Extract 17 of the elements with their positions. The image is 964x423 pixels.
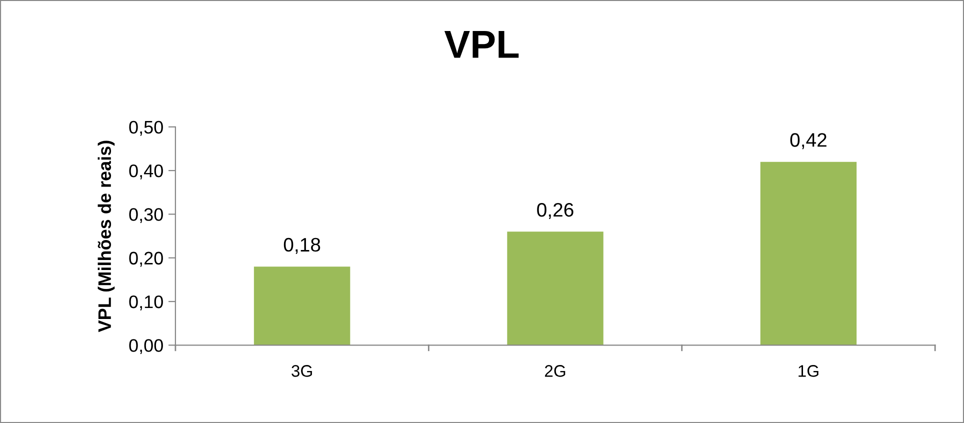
y-tick-label: 0,50: [129, 120, 163, 136]
y-tick-label: 0,30: [129, 208, 163, 224]
x-tick-label: 2G: [544, 365, 566, 377]
bar: [254, 266, 350, 346]
y-tick-label: 0,10: [129, 295, 163, 310]
bar: [507, 232, 604, 346]
y-tick-label: 0,40: [129, 164, 163, 180]
y-tick-label: 0,00: [129, 339, 163, 354]
x-tick-label: 3G: [292, 365, 312, 377]
bar: [760, 162, 857, 346]
y-axis-title: VPL (Milhões de reais): [98, 140, 115, 332]
data-label: 0,18: [284, 238, 320, 254]
data-label: 0,42: [790, 133, 826, 150]
y-tick-label: 0,20: [129, 252, 163, 267]
data-label: 0,26: [537, 202, 574, 220]
x-tick-label: 1G: [798, 365, 818, 377]
chart-title: VPL: [444, 31, 519, 58]
